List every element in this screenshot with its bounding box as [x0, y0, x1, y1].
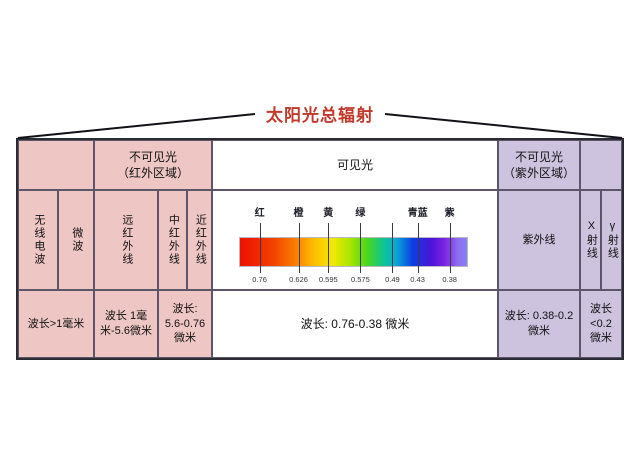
- wavelength-text-ultraviolet: 波长: 0.38-0.2 微米: [504, 310, 574, 337]
- spectrum-tick-label: 0.626: [289, 275, 308, 284]
- spectrum-tick-label: 0.76: [252, 275, 267, 284]
- spectrum-table: 不可见光 （红外区域） 可见光 不可见光 （紫外区域） 无线电波 微波 远红外线…: [16, 138, 624, 360]
- band-label-far-infrared: 远红外线: [120, 214, 133, 266]
- spectrum-tick: [259, 223, 261, 273]
- group-header-ultraviolet-line1: 不可见光: [514, 149, 563, 164]
- spectrum-tick-label: 0.575: [350, 275, 370, 284]
- spectrum-plot: 0.76 0.626 0.595 0.575 0.49 0.43 0.38 红 橙 黄 绿 青蓝 紫: [213, 191, 497, 289]
- spectrum-color-label: 红: [254, 208, 265, 219]
- spectrum-tick: [298, 223, 300, 273]
- group-header-radio-microwave: [18, 140, 94, 190]
- visible-spectrum-cell: 0.76 0.626 0.595 0.575 0.49 0.43 0.38 红 橙 黄 绿 青蓝 紫: [212, 190, 498, 290]
- title-bracket: [17, 113, 623, 139]
- band-label-gamma-ray: γ射线: [606, 220, 619, 260]
- wavelength-text-xray-gamma: 波长<0.2 微米: [590, 302, 612, 345]
- wavelength-cell-far-infrared: 波长 1毫米-5.6微米: [94, 290, 158, 358]
- band-label-mid-infrared: 中红外线: [167, 214, 180, 266]
- band-cell-ultraviolet: 紫外线: [498, 190, 580, 290]
- group-header-xray-gamma: [580, 140, 622, 190]
- spectrum-tick-label: 0.43: [410, 275, 425, 284]
- spectrum-tick: [360, 223, 362, 273]
- wavelength-text-visible: 波长: 0.76-0.38 微米: [300, 316, 410, 331]
- wavelength-text-mid-near-infrared: 波长: 5.6-0.76微米: [164, 302, 206, 345]
- spectrum-color-label: 绿: [355, 208, 366, 219]
- spectrum-gradient-band: [239, 237, 468, 267]
- spectrum-tick-label: 0.38: [442, 275, 457, 284]
- group-header-infrared-line1: 不可见光: [128, 149, 177, 164]
- band-label-x-ray: X射线: [585, 220, 598, 260]
- spectrum-tick: [392, 223, 394, 273]
- group-header-visible-label: 可见光: [336, 157, 373, 172]
- wavelength-cell-ultraviolet: 波长: 0.38-0.2 微米: [498, 290, 580, 358]
- wavelength-cell-xray-gamma: 波长<0.2 微米: [580, 290, 622, 358]
- group-header-visible: 可见光: [212, 140, 498, 190]
- page-title: 太阳光总辐射: [266, 106, 374, 125]
- spectrum-tick-label: 0.595: [318, 275, 338, 284]
- wavelength-text-radio-microwave: 波长>1毫米: [27, 317, 85, 330]
- group-header-infrared: 不可见光 （红外区域）: [94, 140, 212, 190]
- wavelength-cell-radio-microwave: 波长>1毫米: [18, 290, 94, 358]
- group-header-infrared-line2: （红外区域）: [116, 166, 189, 180]
- spectrum-tick: [449, 223, 451, 273]
- band-cell-microwave: 微波: [58, 190, 94, 290]
- spectrum-color-label: 紫: [444, 208, 455, 219]
- band-cell-far-infrared: 远红外线: [94, 190, 158, 290]
- band-label-ultraviolet: 紫外线: [522, 233, 556, 246]
- spectrum-tick: [328, 223, 330, 273]
- spectrum-tick-label: 0.49: [385, 275, 400, 284]
- spectrum-color-label: 青蓝: [407, 208, 428, 219]
- band-cell-radio-wave: 无线电波: [18, 190, 58, 290]
- spectrum-color-label: 黄: [323, 208, 334, 219]
- band-cell-near-infrared: 近红外线: [187, 190, 212, 290]
- wavelength-cell-mid-near-infrared: 波长: 5.6-0.76微米: [158, 290, 212, 358]
- band-cell-mid-infrared: 中红外线: [158, 190, 187, 290]
- band-label-near-infrared: 近红外线: [194, 214, 207, 266]
- spectrum-tick: [417, 223, 419, 273]
- band-label-radio-wave: 无线电波: [32, 214, 45, 266]
- group-header-ultraviolet-line2: （紫外区域）: [502, 166, 575, 180]
- band-cell-x-ray: X射线: [580, 190, 601, 290]
- group-header-ultraviolet: 不可见光 （紫外区域）: [498, 140, 580, 190]
- band-cell-gamma-ray: γ射线: [601, 190, 622, 290]
- band-label-microwave: 微波: [70, 227, 83, 253]
- spectrum-color-label: 橙: [293, 208, 304, 219]
- wavelength-cell-visible: 波长: 0.76-0.38 微米: [212, 290, 498, 358]
- wavelength-text-far-infrared: 波长 1毫米-5.6微米: [100, 310, 152, 337]
